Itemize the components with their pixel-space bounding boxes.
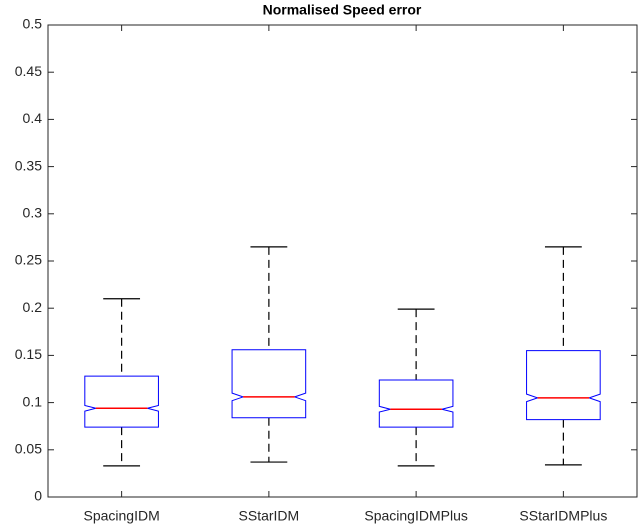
x-tick-label: SStarIDMPlus (519, 508, 607, 524)
y-tick-label: 0.25 (15, 252, 42, 268)
y-tick-label: 0.3 (23, 205, 43, 221)
chart-title: Normalised Speed error (263, 2, 422, 18)
plot-frame (47, 24, 638, 498)
y-tick-label: 0.4 (23, 110, 43, 126)
box (526, 350, 601, 421)
y-tick-label: 0.45 (15, 63, 42, 79)
box (231, 349, 307, 419)
y-tick-label: 0.15 (15, 346, 42, 362)
y-tick-label: 0.1 (23, 393, 43, 409)
y-tick-label: 0.05 (15, 441, 42, 457)
x-tick-label: SpacingIDMPlus (364, 508, 468, 524)
y-tick-label: 0.35 (15, 157, 42, 173)
box (84, 375, 159, 428)
y-tick-label: 0.2 (23, 299, 43, 315)
y-tick-label: 0 (34, 488, 42, 504)
box (378, 379, 454, 428)
x-tick-label: SpacingIDM (83, 508, 159, 524)
y-tick-label: 0.5 (23, 16, 43, 32)
x-tick-label: SStarIDM (239, 508, 300, 524)
